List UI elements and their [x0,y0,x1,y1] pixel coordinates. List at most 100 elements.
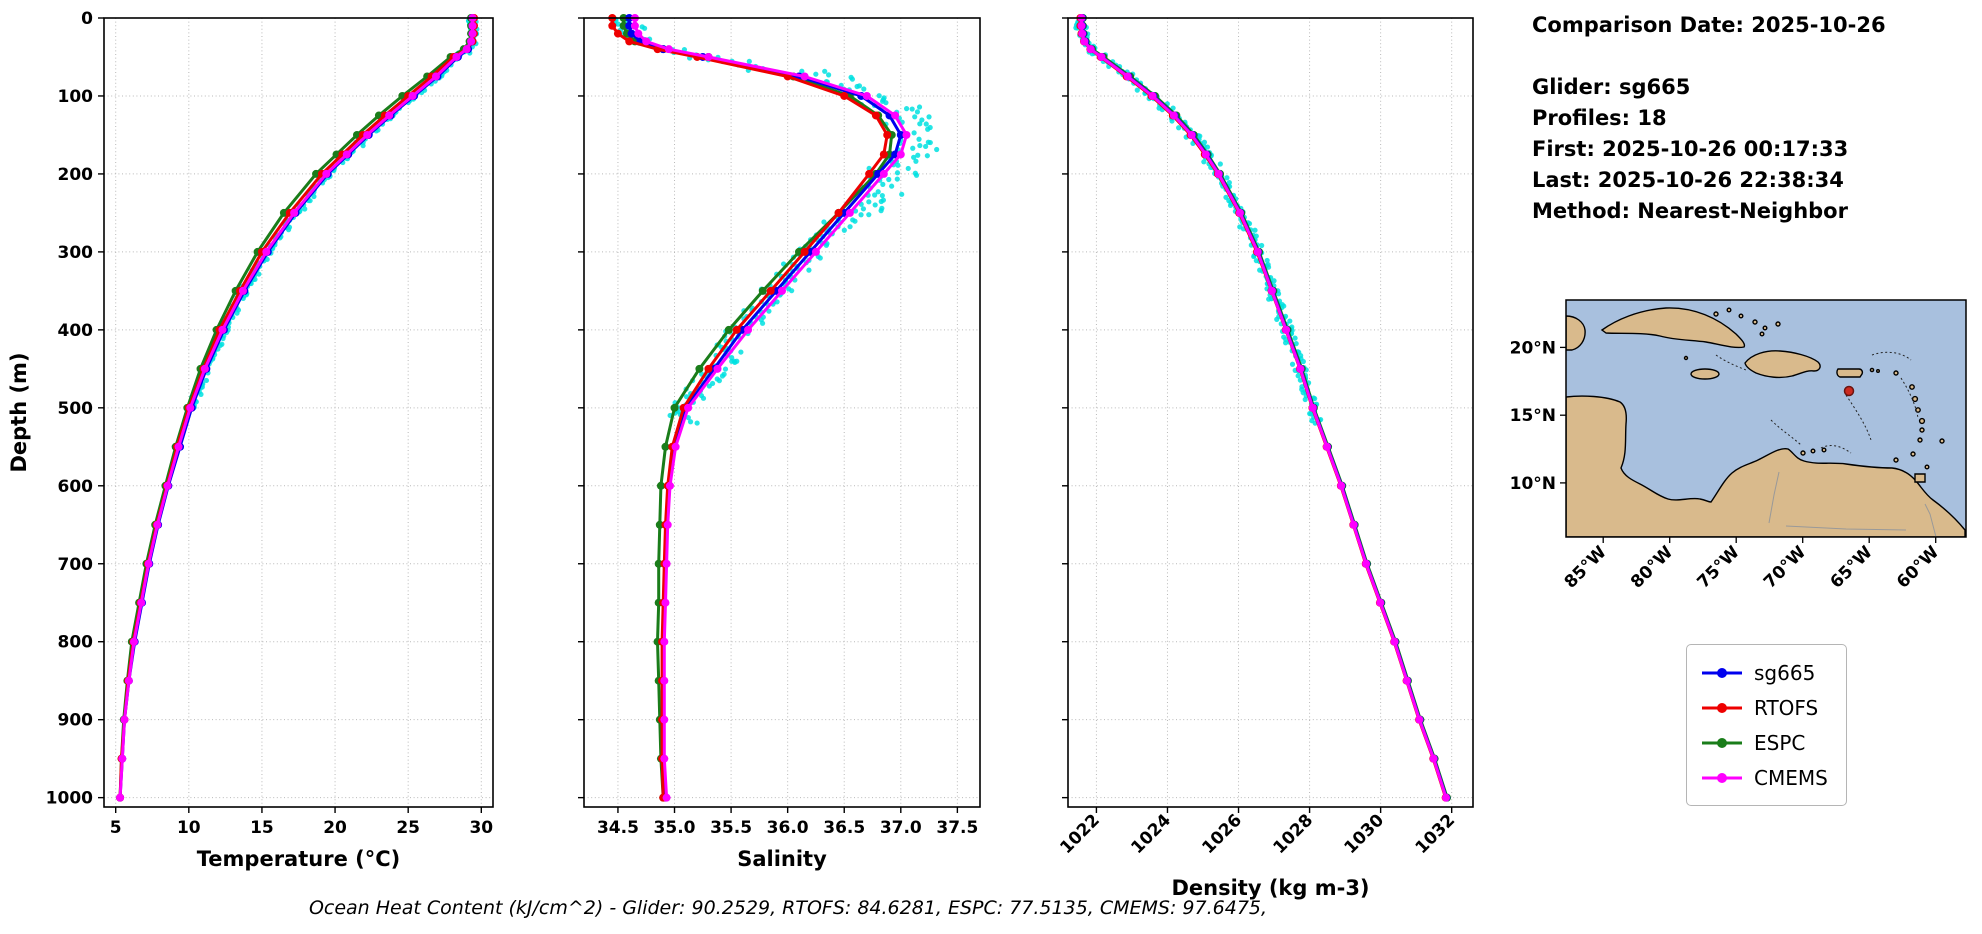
sg665-profile-line [116,14,477,802]
cmems-profile-line [116,14,477,802]
y-axis-ticks: 0 100 200 300 400 500 600 700 800 900 1000 [46,9,104,809]
temperature-plot: 5 10 15 20 25 3001002003004005006007008009001… [46,9,494,871]
map-lon-tick-label: 80°W [1627,542,1677,592]
map-lat-tick-label: 15°N [1510,406,1556,426]
cmems-profile-line [1077,14,1450,802]
grid-lines [1068,17,1473,807]
x-tick-label: 37.5 [936,818,978,838]
map-lon-tick-label: 75°W [1694,542,1744,592]
x-tick-label: 35.0 [654,818,696,838]
map-land-trinidad [1914,473,1926,483]
map-land-hispaniola [1744,350,1821,379]
y-tick-label: 800 [58,633,94,653]
map-lon-tick-label: 85°W [1561,542,1611,592]
x-tick-label: 36.0 [767,818,809,838]
y-tick-label: 400 [58,321,94,341]
x-axis-label: Temperature (°C) [197,847,400,871]
cmems-profile-line [630,14,911,802]
map-land-cuba [1600,307,1746,349]
method-text: Method: Nearest-Neighbor [1532,199,1848,223]
map-borders [1768,471,1937,537]
legend-marker-icon [1702,702,1742,713]
y-tick-label: 200 [58,165,94,185]
x-tick-label: 15 [250,818,274,838]
y-tick-label: 700 [58,555,94,575]
ocean-heat-content-caption: Ocean Heat Content (kJ/cm^2) - Glider: 9… [308,897,1268,919]
glider-position-marker [1843,385,1855,397]
legend-item-espc: ESPC [1701,725,1828,760]
legend-item-cmems: CMEMS [1701,760,1828,795]
legend-item-sg665: sg665 [1701,655,1828,690]
x-tick-label: 36.5 [823,818,865,838]
x-axis-ticks: 34.5 35.0 35.5 36.0 36.5 37.0 37.5 [597,807,978,838]
y-tick-label: 0 [81,9,93,29]
y-tick-label: 600 [58,477,94,497]
x-axis-ticks: 5 10 15 20 25 30 [110,807,493,838]
legend-label: CMEMS [1754,765,1828,790]
grid-lines [104,17,493,807]
x-tick-label: 34.5 [597,818,639,838]
spacer-line [1532,41,1886,72]
map-land-yucatan [1566,315,1586,351]
last-profile-time-text: Last: 2025-10-26 22:38:34 [1532,168,1844,192]
legend-marker-icon [1702,737,1742,748]
first-profile-time-text: First: 2025-10-26 00:17:33 [1532,137,1849,161]
legend-marker-icon [1702,772,1742,783]
y-tick-label: 1000 [46,789,93,809]
x-tick-label: 25 [396,818,420,838]
map-maritime-boundaries [1715,351,1919,454]
x-tick-label: 37.0 [880,818,922,838]
x-tick-label: 20 [323,818,347,838]
y-tick-label: 300 [58,243,94,263]
y-tick-label: 900 [58,711,94,731]
y-axis-ticks [1062,17,1068,799]
legend-marker-icon [1702,667,1742,678]
map-lon-tick-label: 60°W [1893,542,1943,592]
x-axis-label: Density (kg m-3) [1171,876,1369,900]
map-small-islands [1683,307,1945,470]
x-tick-label: 1026 [1198,810,1246,858]
y-axis-ticks [578,17,584,799]
legend: sg665 RTOFS ESPC CMEMS [1686,644,1847,806]
legend-label: sg665 [1754,660,1816,685]
map-land-mainland [1566,395,1966,537]
y-axis-label: Depth (m) [7,352,31,472]
glider-raw-scatter [1073,15,1324,426]
x-tick-label: 10 [177,818,201,838]
x-axis-ticks: 1022 1024 1026 1028 1030 1032 [1056,807,1459,858]
map-land-group [1566,307,1966,537]
map-land-puerto-rico [1836,368,1864,378]
density-plot: 1022 1024 1026 1028 1030 1032 Density (kg m-3) [1056,14,1474,900]
legend-label: RTOFS [1754,695,1819,720]
info-panel: Comparison Date: 2025-10-26 Glider: sg66… [1532,10,1886,227]
map-lat-tick-label: 10°N [1510,474,1556,494]
axes-frame [583,17,981,808]
x-tick-label: 1024 [1127,810,1175,858]
legend-label: ESPC [1754,730,1806,755]
x-tick-label: 1028 [1270,810,1318,858]
y-tick-label: 500 [58,399,94,419]
salinity-plot: 34.5 35.0 35.5 36.0 36.5 37.0 37.5 Salinity [578,14,981,871]
x-tick-label: 35.5 [710,818,752,838]
axes-frame [1067,17,1474,808]
sg665-profile-line [1078,14,1451,802]
glider-raw-scatter [612,16,940,426]
glider-id-text: Glider: sg665 [1532,75,1691,99]
rtofs-profile-line [116,14,478,802]
map-lon-tick-label: 70°W [1760,542,1810,592]
location-map: 20°N 15°N 10°N 85°W 80°W 75°W 70°W 65°W 60°W [1506,294,1982,630]
x-tick-label: 30 [469,818,493,838]
grid-lines [584,17,980,807]
profiles-count-text: Profiles: 18 [1532,106,1667,130]
map-frame [1565,299,1967,538]
x-axis-label: Salinity [737,847,827,871]
caribbean-map: 20°N 15°N 10°N 85°W 80°W 75°W 70°W 65°W 60°W [1510,299,1967,593]
x-tick-label: 5 [110,818,122,838]
espc-profile-line [1078,14,1452,802]
map-lon-tick-label: 65°W [1827,542,1877,592]
x-tick-label: 1032 [1412,810,1460,858]
comparison-date-text: Comparison Date: 2025-10-26 [1532,13,1886,37]
map-land-jamaica [1690,368,1720,380]
